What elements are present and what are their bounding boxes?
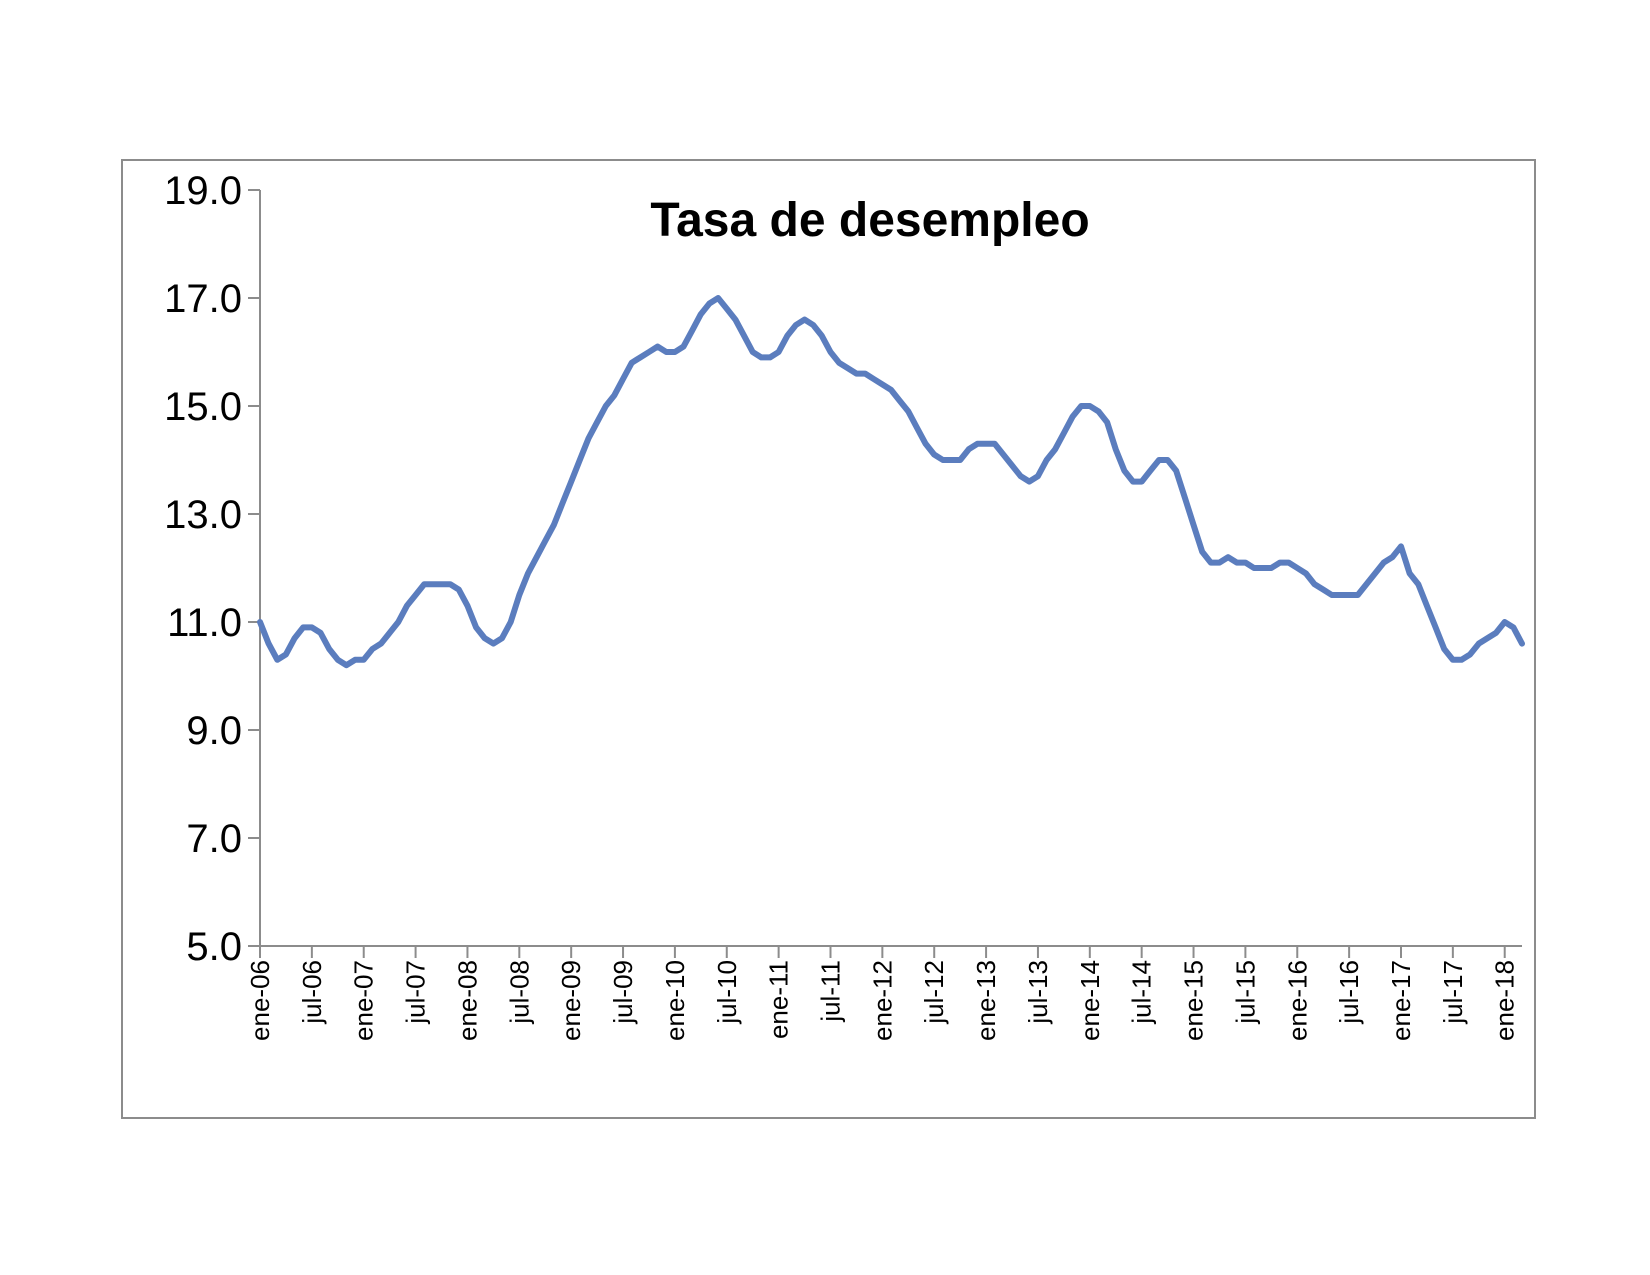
x-tick-label: ene-18 — [1490, 960, 1520, 1041]
x-tick-label: ene-12 — [867, 960, 897, 1041]
x-axis: ene-06 jul-06 ene-07 jul-07 ene-08 jul-08 ene-… — [245, 945, 1522, 1041]
chart-border — [121, 159, 1536, 1119]
y-tick-label: 7.0 — [186, 817, 242, 861]
x-tick-label: jul-12 — [919, 960, 949, 1025]
y-tick-label: 11.0 — [167, 601, 242, 645]
y-tick-label: 5.0 — [186, 925, 242, 969]
x-tick-label: ene-07 — [349, 960, 379, 1041]
x-tick-label: ene-14 — [1075, 960, 1105, 1041]
x-tick-label: jul-06 — [297, 960, 327, 1025]
y-tick-label: 19.0 — [164, 169, 242, 213]
x-tick-label: ene-13 — [971, 960, 1001, 1041]
x-tick-label: jul-09 — [608, 960, 638, 1025]
x-tick-label: jul-15 — [1230, 960, 1260, 1025]
x-tick-label: jul-11 — [815, 960, 845, 1023]
x-tick-label: jul-08 — [504, 960, 534, 1025]
series-layer — [257, 295, 1525, 669]
chart-title: Tasa de desempleo — [650, 194, 1089, 247]
x-tick-label: ene-09 — [556, 960, 586, 1041]
x-tick-label: jul-17 — [1438, 960, 1468, 1025]
x-tick-label: jul-10 — [712, 960, 742, 1025]
y-tick-label: 9.0 — [186, 709, 242, 753]
x-tick-label: ene-08 — [452, 960, 482, 1041]
y-tick-label: 17.0 — [164, 277, 242, 321]
x-tick-label: jul-13 — [1023, 960, 1053, 1025]
x-tick-label: ene-15 — [1179, 960, 1209, 1041]
x-tick-label: jul-14 — [1127, 960, 1157, 1025]
series-line — [257, 295, 1525, 669]
x-tick-label: ene-17 — [1386, 960, 1416, 1041]
x-tick-label: jul-07 — [401, 960, 431, 1025]
x-tick-label: ene-11 — [764, 960, 794, 1039]
y-tick-label: 15.0 — [164, 385, 242, 429]
y-axis: 5.0 7.0 9.0 11.0 13.0 15.0 17.0 19.0 — [164, 169, 261, 969]
x-tick-label: ene-06 — [245, 960, 275, 1041]
y-tick-label: 13.0 — [164, 493, 242, 537]
x-tick-label: ene-10 — [660, 960, 690, 1041]
x-tick-label: jul-16 — [1334, 960, 1364, 1025]
x-tick-label: ene-16 — [1282, 960, 1312, 1041]
